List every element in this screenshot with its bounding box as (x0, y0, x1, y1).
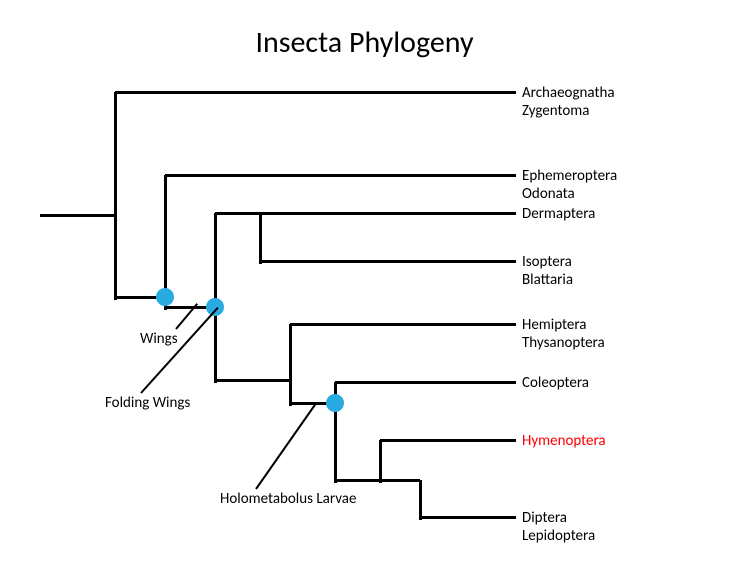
annotation-holometabolus: Holometabolus Larvae (220, 490, 356, 508)
taxon-hemiptera: HemipteraThysanoptera (522, 316, 605, 352)
taxon-coleoptera: Coleoptera (522, 374, 589, 392)
taxon-diptera: DipteraLepidoptera (522, 509, 595, 545)
taxon-archaeognatha: ArchaeognathaZygentoma (522, 84, 615, 120)
branch-h (335, 381, 516, 384)
leader-folding-wings (140, 307, 218, 394)
taxon-hymenoptera: Hymenoptera (522, 432, 606, 450)
branch-v (259, 213, 262, 264)
branch-h (215, 379, 290, 382)
branch-v (289, 324, 292, 406)
branch-h (115, 91, 516, 94)
branch-h (40, 214, 115, 217)
branch-h (260, 260, 516, 263)
diagram-title: Insecta Phylogeny (0, 24, 729, 61)
annotation-folding-wings: Folding Wings (105, 394, 190, 412)
branch-h (260, 212, 516, 215)
taxon-isoptera: IsopteraBlattaria (522, 253, 573, 289)
node-holometabolus (326, 394, 344, 412)
branch-h (290, 323, 516, 326)
branch-h (165, 174, 516, 177)
branch-h (335, 479, 380, 482)
branch-v (114, 92, 117, 300)
leader-holometabolus (255, 402, 317, 489)
branch-v (379, 440, 382, 483)
branch-h (215, 212, 260, 215)
node-wings (156, 288, 174, 306)
branch-h (380, 439, 516, 442)
branch-h (380, 479, 420, 482)
taxon-dermaptera: Dermaptera (522, 205, 595, 223)
node-folding-wings (206, 298, 224, 316)
branch-v (419, 480, 422, 520)
annotation-wings: Wings (140, 330, 178, 348)
taxon-ephemeroptera: EphemeropteraOdonata (522, 167, 617, 203)
branch-h (420, 516, 516, 519)
